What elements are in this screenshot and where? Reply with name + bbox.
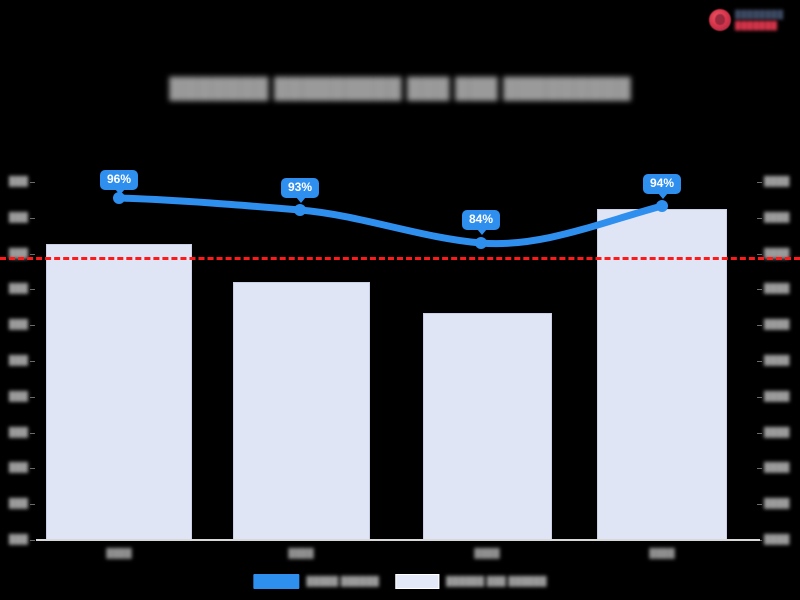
data-label-2: 84% [461, 210, 501, 235]
bar-series-point-1[interactable] [233, 282, 370, 540]
y-axis-right-tick-9: ████ [764, 498, 790, 509]
y-axis-left-tick-7: ███ [8, 426, 28, 437]
bar-series-point-2[interactable] [423, 313, 552, 540]
y-axis-left-tickmark-7 [30, 432, 35, 434]
y-axis-right-tickmark-8 [757, 468, 762, 470]
y-axis-left-tickmark-10 [30, 540, 35, 541]
y-axis-right-tickmark-2 [757, 253, 762, 255]
y-axis-left-tick-10: ███ [8, 534, 28, 544]
y-axis-left-tick-0: ███ [8, 176, 28, 186]
y-axis-right-tickmark-4 [757, 325, 762, 327]
y-axis-left-tick-9: ███ [8, 498, 28, 509]
y-axis-right-tickmark-9 [757, 504, 762, 506]
brand-logo-line1: ████████ [735, 10, 784, 19]
y-axis-right-tick-3: ████ [764, 283, 790, 294]
y-axis-left-tickmark-1 [30, 217, 35, 219]
y-axis-right-tickmark-7 [757, 432, 762, 434]
y-axis-left-tick-5: ███ [8, 355, 28, 365]
y-axis-right-tick-8: ████ [764, 462, 790, 473]
y-axis-right-tick-6: ████ [764, 390, 790, 401]
x-axis-baseline [36, 539, 760, 541]
y-axis-right-tick-4: ████ [764, 319, 790, 330]
y-axis-left-tick-1: ███ [8, 211, 28, 222]
y-axis-right-tick-2: ████ [764, 247, 790, 258]
y-axis-right-tickmark-6 [757, 396, 762, 398]
chart-legend: █████ ██████ ██████ ███ ██████ [243, 570, 556, 592]
y-axis-left-tickmark-2 [30, 253, 35, 255]
legend-label-bar: ██████ ███ ██████ [446, 576, 547, 586]
line-series-path [115, 194, 666, 248]
y-axis-right-tick-0: ████ [764, 176, 790, 186]
y-axis-right-tickmark-3 [757, 289, 762, 291]
y-axis-left-tickmark-5 [30, 361, 35, 362]
y-axis-left-tickmark-3 [30, 289, 35, 291]
y-axis-left-tickmark-4 [30, 325, 35, 327]
bar-series-point-0[interactable] [46, 244, 192, 540]
line-marker-2[interactable] [475, 237, 487, 249]
y-axis-right-tick-10: ████ [764, 534, 790, 544]
x-axis-label-1: ████ [288, 548, 314, 558]
legend-item-bar-series[interactable]: ██████ ███ ██████ [395, 573, 547, 589]
legend-swatch-bar [395, 573, 439, 589]
legend-label-line: █████ ██████ [306, 576, 379, 586]
x-axis-label-0: ████ [106, 548, 132, 558]
target-threshold-line [0, 257, 800, 260]
brand-logo-text: ████████ ███████ [735, 10, 784, 30]
data-label-0: 96% [99, 170, 139, 195]
y-axis-left-tickmark-8 [30, 468, 35, 470]
y-axis-left-tick-8: ███ [8, 462, 28, 473]
data-label-3: 94% [642, 174, 682, 199]
y-axis-right-tickmark-1 [757, 217, 762, 219]
y-axis-left-tickmark-6 [30, 396, 35, 398]
y-axis-right-tickmark-0 [757, 182, 762, 183]
y-axis-right-tickmark-5 [757, 361, 762, 362]
y-axis-left-tick-2: ███ [8, 247, 28, 258]
y-axis-left-tickmark-0 [30, 182, 35, 183]
bar-series-point-3[interactable] [597, 209, 727, 540]
x-axis-label-2: ████ [474, 548, 500, 558]
legend-swatch-line [253, 573, 300, 589]
y-axis-left-tick-4: ███ [8, 319, 28, 330]
chart-title: ███████ █████████ ███ ███ █████████ [169, 78, 631, 100]
legend-item-line-series[interactable]: █████ ██████ [253, 573, 379, 589]
brand-logo: ████████ ███████ [709, 6, 793, 34]
data-label-1: 93% [280, 178, 320, 203]
y-axis-left-tickmark-9 [30, 504, 35, 506]
y-axis-right-tick-7: ████ [764, 426, 790, 437]
circle-leaf-icon [709, 9, 731, 31]
brand-logo-line2: ███████ [735, 21, 778, 30]
y-axis-right-tick-1: ████ [764, 211, 790, 222]
line-marker-1[interactable] [294, 204, 306, 216]
y-axis-right-tick-5: ████ [764, 355, 790, 365]
y-axis-left-tick-6: ███ [8, 390, 28, 401]
y-axis-left-tick-3: ███ [8, 283, 28, 294]
x-axis-label-3: ████ [649, 548, 675, 558]
